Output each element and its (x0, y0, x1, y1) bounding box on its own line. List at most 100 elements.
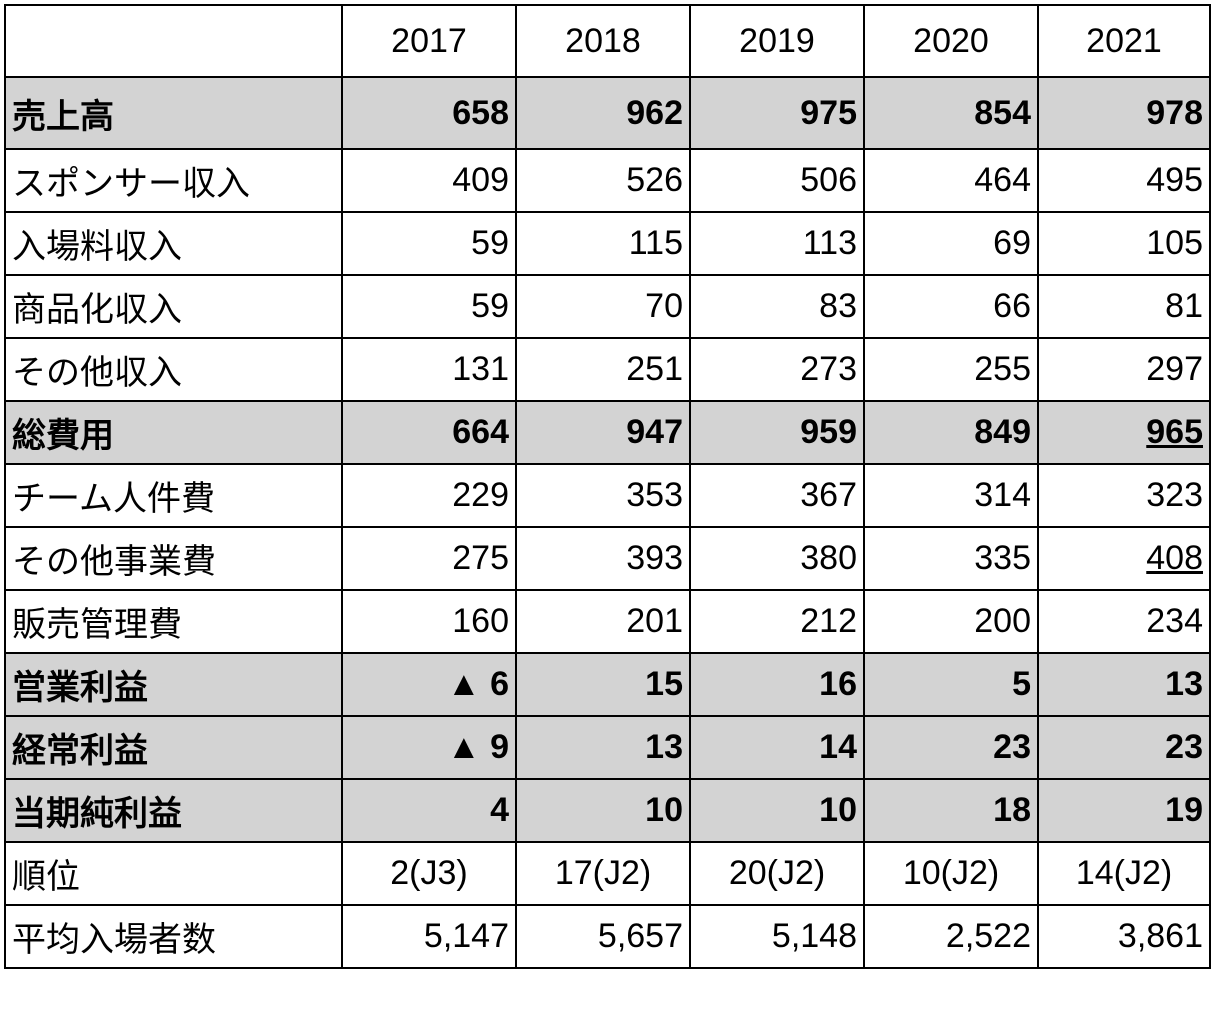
value-cell: 367 (689, 463, 865, 528)
row-label: 販売管理費 (4, 589, 343, 654)
row-ordinary-profit: 経常利益 ▲ 9 13 14 23 23 (4, 715, 1211, 780)
value-cell: 81 (1037, 274, 1211, 339)
value-cell: 409 (341, 148, 517, 213)
value-cell: 3,861 (1037, 904, 1211, 969)
value-cell: 380 (689, 526, 865, 591)
row-team-personnel-cost: チーム人件費 229 353 367 314 323 (4, 463, 1211, 528)
value-cell: 297 (1037, 337, 1211, 402)
value-cell: 526 (515, 148, 691, 213)
value-cell: 947 (515, 400, 691, 465)
year-header: 2017 (341, 4, 517, 78)
value-cell: 495 (1037, 148, 1211, 213)
value-cell: 5,148 (689, 904, 865, 969)
value-cell: 275 (341, 526, 517, 591)
value-cell: 10(J2) (863, 841, 1039, 906)
value-cell: 23 (1037, 715, 1211, 780)
value-cell: 115 (515, 211, 691, 276)
value-cell: 965 (1037, 400, 1211, 465)
value-cell: 59 (341, 274, 517, 339)
value-cell: 251 (515, 337, 691, 402)
value-cell: 212 (689, 589, 865, 654)
value-cell: 17(J2) (515, 841, 691, 906)
value-cell: 273 (689, 337, 865, 402)
row-label: 売上高 (4, 76, 343, 150)
value-cell: 506 (689, 148, 865, 213)
year-header: 2018 (515, 4, 691, 78)
value-cell: 335 (863, 526, 1039, 591)
value-cell: 255 (863, 337, 1039, 402)
financial-table: 2017 2018 2019 2020 2021 売上高 658 962 975… (4, 4, 1211, 969)
value-cell: 15 (515, 652, 691, 717)
value-cell: 975 (689, 76, 865, 150)
value-cell: 69 (863, 211, 1039, 276)
value-cell: 10 (515, 778, 691, 843)
value-cell: 849 (863, 400, 1039, 465)
value-cell: 20(J2) (689, 841, 865, 906)
row-label: 営業利益 (4, 652, 343, 717)
row-admission-income: 入場料収入 59 115 113 69 105 (4, 211, 1211, 276)
row-label: 入場料収入 (4, 211, 343, 276)
value-cell: 408 (1037, 526, 1211, 591)
row-label: 平均入場者数 (4, 904, 343, 969)
value-cell: 5,657 (515, 904, 691, 969)
value-cell: 200 (863, 589, 1039, 654)
value-cell: 19 (1037, 778, 1211, 843)
row-label: 当期純利益 (4, 778, 343, 843)
value-cell: 18 (863, 778, 1039, 843)
value-cell: 13 (1037, 652, 1211, 717)
value-cell: 5,147 (341, 904, 517, 969)
row-label: 経常利益 (4, 715, 343, 780)
value-cell: 70 (515, 274, 691, 339)
value-cell: 664 (341, 400, 517, 465)
value-cell: 2(J3) (341, 841, 517, 906)
value-cell: 66 (863, 274, 1039, 339)
year-header: 2020 (863, 4, 1039, 78)
value-cell: 2,522 (863, 904, 1039, 969)
row-label: その他事業費 (4, 526, 343, 591)
row-other-income: その他収入 131 251 273 255 297 (4, 337, 1211, 402)
value-cell: 131 (341, 337, 517, 402)
header-row: 2017 2018 2019 2020 2021 (4, 4, 1211, 78)
value-cell: 16 (689, 652, 865, 717)
value-cell: 314 (863, 463, 1039, 528)
value-cell: 201 (515, 589, 691, 654)
value-cell: 234 (1037, 589, 1211, 654)
value-cell: 14(J2) (1037, 841, 1211, 906)
row-total-expenses: 総費用 664 947 959 849 965 (4, 400, 1211, 465)
value-cell: 229 (341, 463, 517, 528)
value-cell: 4 (341, 778, 517, 843)
row-net-profit: 当期純利益 4 10 10 18 19 (4, 778, 1211, 843)
row-sponsor-income: スポンサー収入 409 526 506 464 495 (4, 148, 1211, 213)
corner-cell (4, 4, 343, 78)
value-cell: 5 (863, 652, 1039, 717)
row-label: 商品化収入 (4, 274, 343, 339)
underlined-value: 408 (1146, 539, 1203, 577)
row-average-attendance: 平均入場者数 5,147 5,657 5,148 2,522 3,861 (4, 904, 1211, 969)
value-cell: 854 (863, 76, 1039, 150)
value-cell: 23 (863, 715, 1039, 780)
value-cell: 658 (341, 76, 517, 150)
value-cell: ▲ 9 (341, 715, 517, 780)
row-other-business-cost: その他事業費 275 393 380 335 408 (4, 526, 1211, 591)
row-revenue: 売上高 658 962 975 854 978 (4, 76, 1211, 150)
value-cell: 978 (1037, 76, 1211, 150)
value-cell: 13 (515, 715, 691, 780)
value-cell: 160 (341, 589, 517, 654)
underlined-value: 965 (1146, 413, 1203, 451)
value-cell: 323 (1037, 463, 1211, 528)
value-cell: 14 (689, 715, 865, 780)
row-operating-profit: 営業利益 ▲ 6 15 16 5 13 (4, 652, 1211, 717)
value-cell: 353 (515, 463, 691, 528)
value-cell: 962 (515, 76, 691, 150)
value-cell: ▲ 6 (341, 652, 517, 717)
value-cell: 59 (341, 211, 517, 276)
row-ranking: 順位 2(J3) 17(J2) 20(J2) 10(J2) 14(J2) (4, 841, 1211, 906)
value-cell: 10 (689, 778, 865, 843)
row-label: 順位 (4, 841, 343, 906)
row-merchandise-income: 商品化収入 59 70 83 66 81 (4, 274, 1211, 339)
row-sga-expenses: 販売管理費 160 201 212 200 234 (4, 589, 1211, 654)
value-cell: 393 (515, 526, 691, 591)
row-label: スポンサー収入 (4, 148, 343, 213)
value-cell: 105 (1037, 211, 1211, 276)
row-label: チーム人件費 (4, 463, 343, 528)
